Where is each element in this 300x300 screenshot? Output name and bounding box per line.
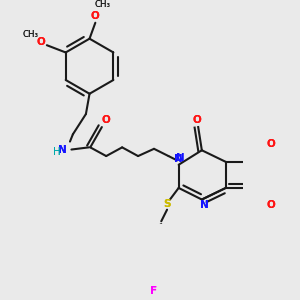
Text: H: H bbox=[53, 147, 61, 157]
Text: S: S bbox=[163, 199, 171, 209]
Text: O: O bbox=[37, 37, 45, 47]
Text: N: N bbox=[174, 154, 183, 164]
Text: F: F bbox=[151, 286, 158, 296]
Text: O: O bbox=[192, 115, 201, 125]
Text: O: O bbox=[266, 200, 275, 210]
Text: CH₃: CH₃ bbox=[94, 0, 111, 9]
Text: O: O bbox=[101, 115, 110, 125]
Text: N: N bbox=[58, 145, 67, 155]
Text: H: H bbox=[53, 147, 61, 157]
Text: N: N bbox=[200, 200, 209, 210]
Text: N: N bbox=[176, 152, 184, 163]
Text: O: O bbox=[266, 140, 275, 149]
Text: O: O bbox=[91, 11, 100, 20]
Text: CH₃: CH₃ bbox=[94, 0, 111, 9]
Text: N: N bbox=[200, 200, 209, 210]
Text: O: O bbox=[91, 11, 100, 20]
Text: CH₃: CH₃ bbox=[23, 30, 39, 39]
Text: S: S bbox=[163, 199, 171, 209]
Text: O: O bbox=[192, 115, 201, 125]
Text: O: O bbox=[37, 37, 45, 47]
Text: CH₃: CH₃ bbox=[23, 30, 39, 39]
Text: O: O bbox=[266, 200, 275, 210]
Text: O: O bbox=[266, 140, 275, 149]
Text: O: O bbox=[101, 115, 110, 125]
Text: F: F bbox=[151, 286, 158, 296]
Text: N: N bbox=[58, 145, 67, 155]
